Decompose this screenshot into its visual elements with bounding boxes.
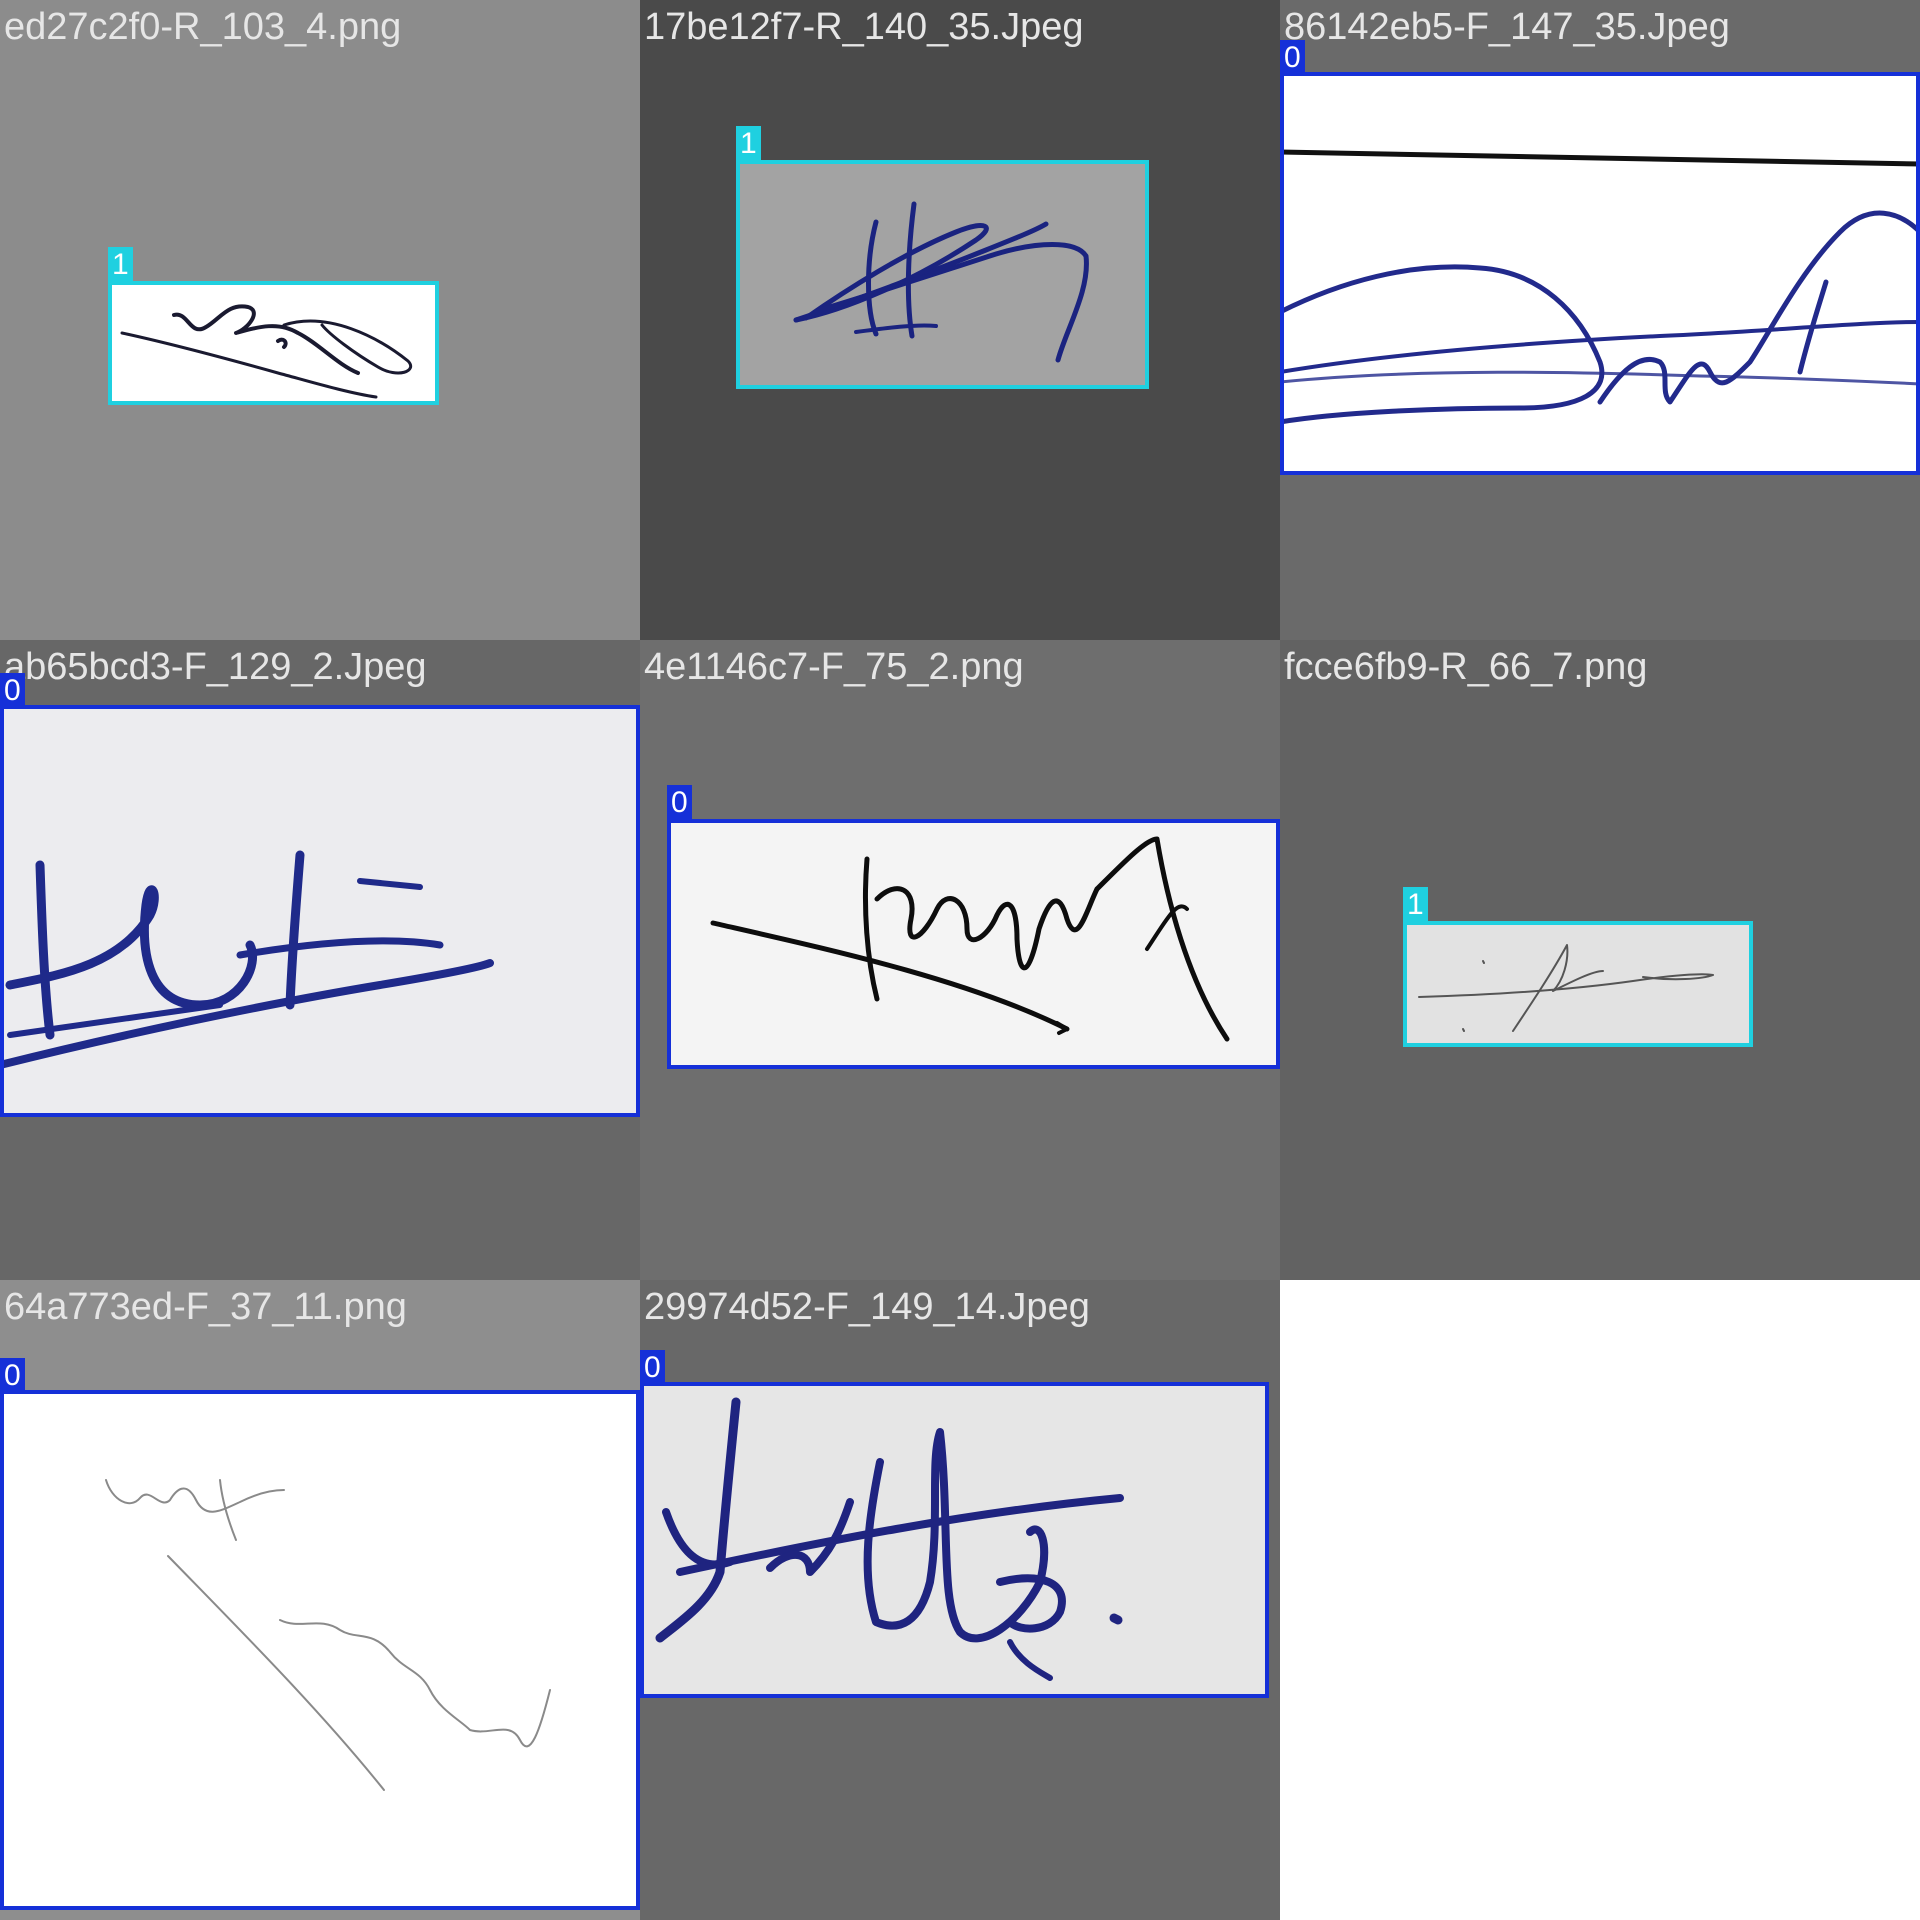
signature-crop bbox=[1280, 72, 1920, 475]
mosaic-tile: 0 ab65bcd3-F_129_2.Jpeg bbox=[0, 640, 640, 1280]
image-filename: 17be12f7-R_140_35.Jpeg bbox=[644, 6, 1084, 48]
class-label: 1 bbox=[736, 126, 761, 160]
class-label: 1 bbox=[108, 247, 133, 281]
signature-image bbox=[0, 850, 494, 1069]
bounding-box bbox=[640, 1382, 1269, 1698]
bounding-box bbox=[667, 819, 1280, 1069]
image-filename: 29974d52-F_149_14.Jpeg bbox=[644, 1286, 1090, 1328]
image-filename: ab65bcd3-F_129_2.Jpeg bbox=[4, 646, 427, 688]
signature-image bbox=[1418, 944, 1714, 1032]
mosaic-tile: 1 ed27c2f0-R_103_4.png bbox=[0, 0, 640, 640]
bounding-box bbox=[1403, 921, 1753, 1047]
signature-image bbox=[710, 836, 1230, 1042]
class-label: 0 bbox=[0, 673, 25, 707]
image-filename: 86142eb5-F_147_35.Jpeg bbox=[1284, 6, 1730, 48]
signature-image bbox=[1280, 149, 1920, 425]
signature-image bbox=[105, 1479, 551, 1791]
mosaic-tile: 0 4e1146c7-F_75_2.png bbox=[640, 640, 1280, 1280]
image-filename: fcce6fb9-R_66_7.png bbox=[1284, 646, 1648, 688]
mosaic-tile: 0 29974d52-F_149_14.Jpeg bbox=[640, 1280, 1280, 1920]
class-label: 0 bbox=[640, 1350, 665, 1384]
signature-crop bbox=[1403, 921, 1753, 1047]
image-filename: 64a773ed-F_37_11.png bbox=[4, 1286, 407, 1328]
mosaic-tile: 1 17be12f7-R_140_35.Jpeg bbox=[640, 0, 1280, 640]
signature-crop bbox=[0, 705, 640, 1117]
mosaic-tile: 1 fcce6fb9-R_66_7.png bbox=[1280, 640, 1920, 1280]
signature-image bbox=[793, 201, 1089, 363]
bounding-box bbox=[108, 281, 439, 405]
bounding-box bbox=[736, 160, 1149, 389]
image-filename: 4e1146c7-F_75_2.png bbox=[644, 646, 1024, 688]
class-label: 0 bbox=[1280, 40, 1305, 74]
signature-crop bbox=[108, 281, 439, 405]
bounding-box bbox=[1280, 72, 1920, 475]
signature-crop bbox=[0, 1390, 640, 1910]
bounding-box bbox=[0, 705, 640, 1117]
bounding-box bbox=[0, 1390, 640, 1910]
signature-crop bbox=[667, 819, 1280, 1069]
mosaic-tile: 0 64a773ed-F_37_11.png bbox=[0, 1280, 640, 1920]
signature-crop bbox=[736, 160, 1149, 389]
class-label: 1 bbox=[1403, 887, 1428, 921]
signature-image bbox=[655, 1397, 1124, 1681]
class-label: 0 bbox=[0, 1358, 25, 1392]
signature-image bbox=[120, 304, 412, 399]
class-label: 0 bbox=[667, 785, 692, 819]
image-filename: ed27c2f0-R_103_4.png bbox=[4, 6, 402, 48]
signature-crop bbox=[640, 1382, 1269, 1698]
mosaic-tile: 0 86142eb5-F_147_35.Jpeg bbox=[1280, 0, 1920, 640]
